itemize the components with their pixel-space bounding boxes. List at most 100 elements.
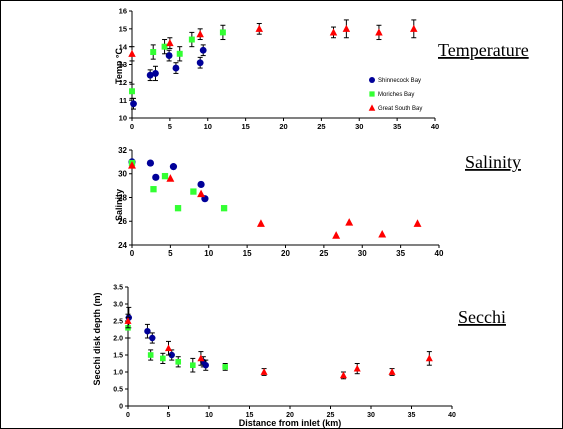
x-tick-label: 20 [281, 249, 290, 258]
data-point-greatsouth [128, 161, 136, 169]
y-tick-label: 3.5 [113, 284, 123, 291]
data-point-moriches [161, 172, 169, 180]
data-point-greatsouth [339, 371, 347, 379]
data-point-moriches [188, 36, 195, 43]
y-tick-label: 12 [119, 78, 127, 87]
legend-label-greatsouth: Great South Bay [378, 106, 422, 112]
data-point-shinnecock [146, 71, 154, 79]
x-tick-label: 40 [448, 412, 456, 419]
y-tick-label: 26 [118, 217, 127, 226]
data-point-greatsouth [332, 231, 341, 239]
data-point-moriches [174, 205, 182, 212]
data-point-greatsouth [425, 354, 433, 362]
data-point-greatsouth [329, 28, 338, 36]
legend-marker-shinnecock [369, 77, 375, 83]
y-tick-label: 0 [119, 403, 123, 410]
data-point-greatsouth [196, 30, 204, 38]
data-point-shinnecock [146, 159, 155, 167]
data-point-greatsouth [255, 24, 263, 32]
data-point-moriches [219, 29, 226, 36]
data-point-moriches [160, 355, 166, 362]
x-tick-label: 35 [396, 249, 405, 258]
x-tick-label: 5 [168, 249, 173, 258]
data-point-shinnecock [169, 163, 178, 171]
data-point-moriches [220, 205, 228, 212]
y-tick-label: 10 [119, 114, 127, 123]
legend-label-moriches: Moriches Bay [378, 92, 414, 98]
y-axis-label-secchi: Secchi disk depth (m) [92, 292, 102, 385]
x-tick-label: 30 [355, 122, 363, 131]
data-point-shinnecock [149, 334, 156, 342]
x-tick-label: 15 [243, 249, 252, 258]
data-point-greatsouth [124, 317, 132, 324]
data-point-greatsouth [345, 218, 354, 226]
y-tick-label: 30 [118, 170, 127, 179]
data-point-moriches [175, 359, 182, 365]
data-point-greatsouth [413, 219, 422, 227]
legend-label-shinnecock: Shinnecock Bay [378, 78, 421, 84]
x-tick-label: 30 [367, 412, 375, 419]
data-point-greatsouth [197, 354, 205, 362]
x-tick-label: 20 [286, 412, 294, 419]
data-point-greatsouth [256, 219, 265, 227]
data-point-greatsouth [164, 344, 173, 352]
legend-marker-moriches [369, 91, 375, 97]
x-tick-label: 5 [168, 122, 172, 131]
x-tick-label: 20 [279, 122, 287, 131]
legend-marker-greatsouth [368, 104, 376, 111]
data-point-moriches [150, 49, 157, 55]
data-point-moriches [190, 188, 197, 195]
data-point-shinnecock [168, 351, 175, 359]
data-point-greatsouth [353, 364, 361, 372]
data-point-moriches [161, 43, 168, 50]
x-tick-label: 15 [246, 412, 254, 419]
y-tick-label: 1.5 [113, 352, 123, 359]
x-tick-label: 0 [130, 249, 135, 258]
data-point-greatsouth [388, 368, 396, 375]
data-point-moriches [222, 364, 228, 370]
x-tick-label: 35 [408, 412, 416, 419]
plot-layer: 0 5 10 15 20 25 30 35 40 10 11 12 13 14 15 16 0 5 10 15 20 25… [113, 7, 456, 419]
x-tick-label: 40 [431, 122, 439, 131]
data-point-shinnecock [199, 46, 207, 54]
y-tick-label: 1.0 [113, 369, 123, 376]
data-point-greatsouth [410, 24, 418, 32]
y-axis-label-salinity: Salinity [114, 189, 124, 221]
data-point-shinnecock [130, 100, 137, 108]
data-point-shinnecock [152, 173, 160, 181]
data-point-shinnecock [197, 180, 205, 189]
x-tick-label: 0 [126, 412, 130, 419]
x-tick-label: 5 [167, 412, 171, 419]
y-tick-label: 16 [119, 7, 127, 16]
x-tick-label: 0 [130, 122, 134, 131]
x-tick-label: 25 [327, 412, 335, 419]
data-point-shinnecock [144, 328, 151, 335]
x-tick-label: 15 [241, 122, 249, 131]
data-point-greatsouth [128, 49, 136, 57]
y-tick-label: 3.0 [113, 301, 123, 308]
data-point-greatsouth [260, 368, 268, 375]
y-tick-label: 15 [119, 24, 127, 33]
data-point-moriches [129, 88, 135, 95]
data-point-moriches [147, 352, 154, 358]
panel-title-secchi: Secchi [458, 307, 506, 327]
y-tick-label: 24 [118, 241, 127, 250]
data-point-shinnecock [152, 70, 159, 77]
x-tick-label: 40 [435, 249, 444, 258]
y-tick-label: 11 [119, 96, 127, 105]
y-tick-label: 13 [119, 60, 127, 69]
data-point-greatsouth [342, 24, 351, 32]
data-point-moriches [176, 50, 183, 57]
x-tick-label: 25 [319, 249, 328, 258]
x-axis-label-secchi: Distance from inlet (km) [239, 418, 342, 428]
data-point-greatsouth [378, 229, 387, 238]
y-tick-label: 0.5 [113, 386, 123, 393]
data-point-shinnecock [165, 52, 173, 59]
y-tick-label: 2.0 [113, 335, 123, 342]
x-tick-label: 10 [204, 122, 212, 131]
data-point-moriches [190, 362, 196, 368]
data-point-greatsouth [197, 189, 206, 198]
